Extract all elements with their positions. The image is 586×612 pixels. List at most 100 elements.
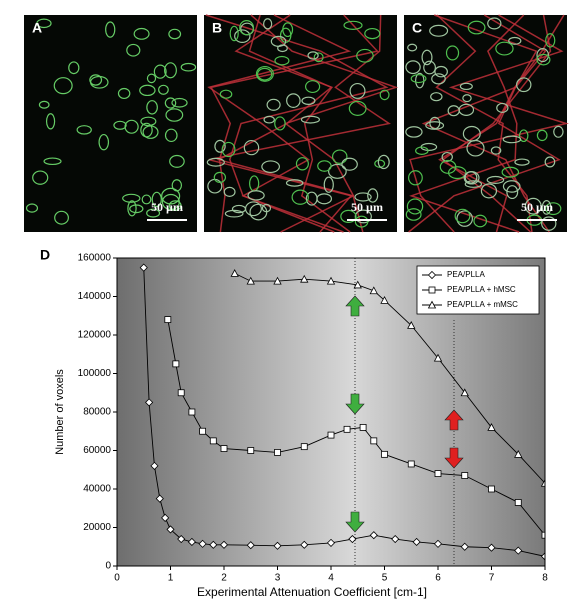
cell xyxy=(441,151,453,162)
marker xyxy=(164,316,172,324)
marker xyxy=(540,552,545,561)
cell xyxy=(45,113,56,130)
fiber xyxy=(205,14,389,233)
cell xyxy=(545,202,562,216)
cell xyxy=(410,74,427,84)
cell xyxy=(431,73,446,85)
cell xyxy=(161,187,181,205)
cell xyxy=(486,175,505,184)
x-tick-label: 0 xyxy=(114,573,120,584)
cell xyxy=(340,209,357,223)
cell xyxy=(164,97,177,109)
y-tick-label: 160000 xyxy=(78,253,112,264)
cell xyxy=(76,125,92,135)
cell xyxy=(456,210,473,227)
cell xyxy=(423,60,436,75)
cell xyxy=(68,61,80,75)
cell xyxy=(356,48,374,63)
fiber xyxy=(408,14,561,233)
fiber xyxy=(210,14,379,233)
cell xyxy=(244,201,262,217)
panel-label: A xyxy=(32,20,42,36)
marker xyxy=(461,472,469,479)
cell xyxy=(180,62,197,72)
marker xyxy=(326,276,336,285)
fiber xyxy=(409,14,570,233)
marker xyxy=(381,450,388,458)
cell xyxy=(541,200,552,215)
arrow-down xyxy=(345,393,365,415)
cell xyxy=(171,97,188,108)
cell xyxy=(124,119,139,134)
y-tick-label: 20000 xyxy=(83,522,111,533)
cell xyxy=(146,73,157,84)
legend-label: PEA/PLLA xyxy=(447,270,485,279)
cell xyxy=(524,197,542,215)
cell xyxy=(364,27,381,40)
cell xyxy=(139,84,156,97)
marker xyxy=(348,534,357,544)
panel-label: B xyxy=(212,20,222,36)
panel-label: C xyxy=(412,20,422,36)
marker xyxy=(433,353,443,362)
micrograph xyxy=(24,15,197,232)
cell xyxy=(405,126,423,138)
cell xyxy=(117,87,131,100)
cell xyxy=(274,55,290,66)
cell xyxy=(323,176,334,193)
marker xyxy=(209,437,217,445)
cell xyxy=(518,129,529,143)
cell xyxy=(536,53,551,66)
fiber xyxy=(438,14,565,233)
marker xyxy=(514,499,522,506)
cell xyxy=(270,35,287,47)
y-tick-label: 40000 xyxy=(83,484,111,495)
cell xyxy=(462,94,472,103)
cell xyxy=(514,158,530,166)
cell xyxy=(286,93,301,108)
cell xyxy=(536,47,550,63)
fiber xyxy=(441,14,552,233)
x-tick-label: 6 xyxy=(435,573,441,584)
cell xyxy=(168,200,182,211)
cell xyxy=(501,166,520,178)
cell xyxy=(261,160,281,174)
marker xyxy=(326,538,336,547)
cell xyxy=(206,157,225,167)
y-tick-label: 120000 xyxy=(78,330,112,341)
y-tick-label: 80000 xyxy=(83,407,111,418)
cell xyxy=(151,191,162,208)
marker xyxy=(273,276,282,285)
marker xyxy=(246,541,255,550)
marker xyxy=(161,513,170,522)
cell xyxy=(536,129,548,142)
legend-label: PEA/PLLA + hMSC xyxy=(447,285,516,294)
x-tick-label: 4 xyxy=(328,573,334,584)
cell xyxy=(447,166,467,180)
cell xyxy=(439,159,457,174)
marker xyxy=(273,541,282,550)
y-tick-label: 100000 xyxy=(78,368,112,379)
cell xyxy=(221,141,236,158)
cell xyxy=(313,52,324,63)
x-tick-label: 8 xyxy=(542,573,548,584)
cell xyxy=(317,160,332,172)
marker xyxy=(343,425,351,433)
cell xyxy=(54,210,69,225)
marker xyxy=(246,276,255,285)
cell xyxy=(146,208,161,218)
arrow-up xyxy=(444,409,464,431)
y-tick-label: 140000 xyxy=(78,291,112,302)
marker xyxy=(300,443,308,451)
cell xyxy=(295,157,309,171)
cell xyxy=(282,22,294,38)
cell xyxy=(256,67,273,81)
cell xyxy=(408,170,423,186)
marker xyxy=(353,280,362,289)
x-tick-label: 1 xyxy=(168,573,174,584)
marker xyxy=(369,286,378,295)
marker xyxy=(220,445,228,452)
cell xyxy=(234,29,251,43)
cell xyxy=(354,209,372,224)
cell xyxy=(429,116,441,130)
